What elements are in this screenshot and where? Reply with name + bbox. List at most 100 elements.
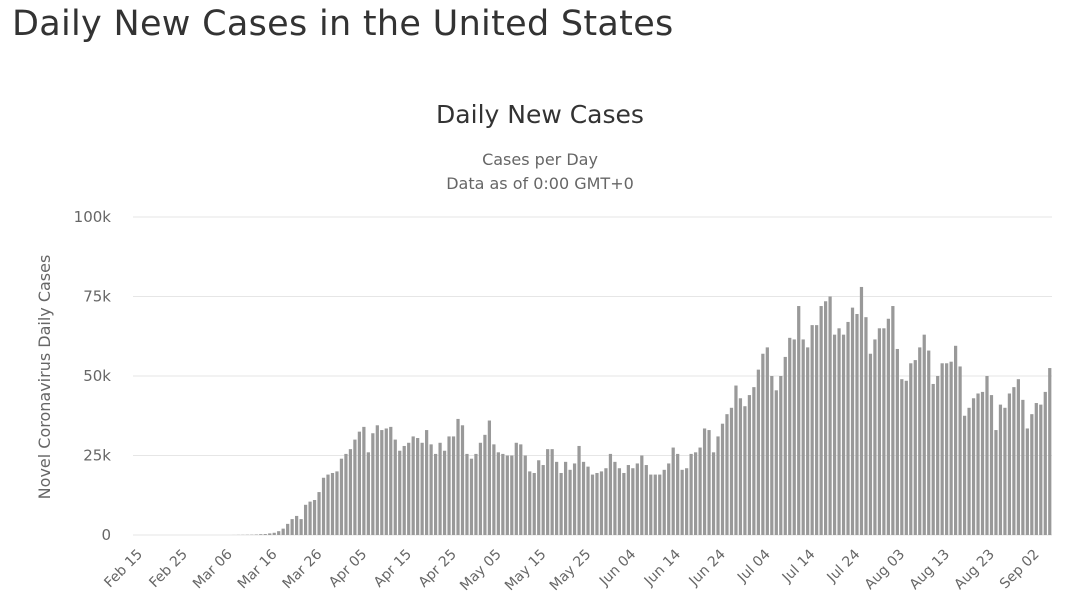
bar [608, 453, 613, 535]
x-tick-label: Jul 24 [824, 546, 864, 586]
bar [550, 449, 554, 535]
bar [931, 383, 935, 535]
y-tick-label: 75k [83, 288, 111, 306]
bar [339, 458, 344, 535]
bar [918, 347, 922, 535]
bar [492, 444, 496, 535]
bar [442, 450, 447, 535]
bar [904, 380, 908, 535]
x-tick-label: Aug 23 [951, 547, 997, 593]
bar [635, 463, 639, 535]
bar [828, 296, 832, 535]
x-tick-label: Aug 03 [862, 547, 908, 593]
x-tick-label: Jul 04 [734, 546, 774, 586]
bar [433, 453, 438, 535]
bar [962, 415, 967, 535]
bar [909, 363, 913, 535]
bar [429, 444, 433, 535]
bar [348, 449, 353, 535]
bar [850, 307, 855, 535]
bar [716, 436, 720, 535]
x-tick-label: Jun 04 [596, 546, 639, 589]
bar [532, 472, 536, 535]
bar [631, 468, 635, 535]
bar [1043, 391, 1047, 535]
bar [577, 445, 581, 535]
bar [837, 328, 841, 535]
x-tick-label: Apr 25 [416, 547, 460, 591]
bar [774, 390, 778, 535]
bar [626, 465, 630, 535]
bar [841, 334, 846, 535]
bars [232, 286, 1052, 535]
bar [523, 455, 527, 535]
x-tick-label: May 05 [457, 547, 505, 595]
chart-subtitle-line-2: Data as of 0:00 GMT+0 [446, 174, 634, 193]
bar [658, 474, 662, 535]
bar [496, 452, 500, 535]
bar [487, 420, 492, 535]
bar [277, 531, 281, 535]
bar [366, 452, 370, 535]
bar [1012, 387, 1016, 535]
bar [653, 474, 657, 535]
x-tick-label: Feb 15 [101, 547, 146, 592]
y-tick-label: 100k [74, 208, 112, 226]
bar [671, 447, 675, 535]
bar [546, 449, 550, 535]
bar [980, 391, 985, 535]
bar [725, 414, 729, 535]
bar [891, 306, 895, 535]
bar [676, 453, 680, 535]
bar [353, 439, 357, 535]
x-tick-label: Feb 25 [146, 547, 191, 592]
bar [389, 426, 393, 535]
bar [913, 360, 917, 535]
bar [734, 385, 738, 535]
bar [945, 363, 949, 535]
bar [832, 334, 837, 535]
bar [788, 337, 792, 535]
bar [689, 453, 693, 535]
bar [420, 442, 424, 535]
bar [877, 328, 882, 535]
bar [936, 376, 940, 535]
page-title: Daily New Cases in the United States [12, 4, 674, 44]
bar [303, 504, 308, 535]
x-tick-label: Mar 06 [190, 546, 236, 592]
bar [824, 301, 828, 535]
bar [662, 469, 666, 535]
bar [873, 339, 877, 535]
bar [599, 471, 604, 535]
bar [263, 534, 267, 535]
bar [290, 519, 294, 535]
bar [407, 442, 411, 535]
bar [765, 347, 769, 535]
bar [985, 376, 989, 535]
bar [958, 366, 962, 535]
x-tick-label: Jun 14 [641, 546, 684, 589]
bar [590, 474, 595, 535]
bar [743, 406, 747, 535]
bar [698, 447, 702, 535]
bar [895, 348, 899, 535]
bar [707, 430, 711, 535]
bar [954, 345, 958, 535]
bar [1025, 428, 1029, 535]
bar [321, 477, 326, 535]
bar [1016, 379, 1020, 535]
bar [362, 426, 366, 535]
bar [693, 452, 698, 535]
bar [613, 461, 617, 535]
bar [604, 468, 608, 535]
bar [514, 442, 518, 535]
x-tick-label: Mar 16 [235, 546, 281, 592]
x-tick-label: Jul 14 [779, 546, 819, 586]
bar [537, 460, 541, 535]
bar [752, 387, 756, 535]
bar [402, 445, 406, 535]
bar [528, 471, 532, 535]
bar [806, 347, 810, 535]
bar [801, 339, 805, 535]
